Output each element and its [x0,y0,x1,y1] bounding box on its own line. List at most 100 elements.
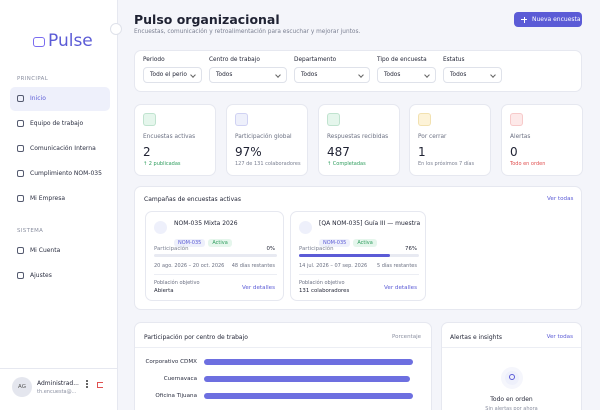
divider [154,274,277,275]
stat-card: Alertas 0 Todo en orden [501,104,583,176]
filter-label: Tipo de encuesta [377,57,427,63]
nav-icon [17,247,24,254]
nav-icon [17,170,24,177]
nav-item[interactable]: Inicio [10,87,110,111]
page-title: Pulso organizacional [134,12,280,27]
panel-link[interactable]: Ver todas [546,334,573,340]
nav-label: Equipo de trabajo [30,120,84,127]
campaign-icon [154,221,167,234]
filter-select[interactable]: Todos [294,67,370,83]
stat-label: Encuestas activas [143,134,196,140]
filter-value: Todos [301,72,318,78]
logout[interactable] [97,382,103,388]
filters-card: Periodo Todo el perio Centro de trabajo Tod… [134,50,582,92]
nav-item[interactable]: Mi Cuenta [10,239,110,263]
section-title: SISTEMA [17,228,44,234]
filter-value: Todos [450,72,467,78]
filter-label: Departamento [294,57,337,63]
user-email: th.encuesta@... [37,389,77,395]
progress-track [154,254,277,257]
divider [299,274,419,275]
nav-label: Ajustes [30,272,52,279]
menu-dots[interactable] [86,380,88,388]
nav-item[interactable]: Equipo de trabajo [10,112,110,136]
unit-label: Porcentaje [392,334,421,340]
collapse-toggle[interactable] [110,23,122,35]
nav-icon [17,272,24,279]
target-title: Población objetivo [154,280,200,286]
nav-icon [17,145,24,152]
nav-label: Mi Cuenta [30,247,61,254]
alerts-status: Todo en orden [490,396,533,403]
campaign-dates: 14 jul. 2026 – 07 sep. 2026 [299,263,368,269]
alerts-note: Sin alertas por ahora [485,406,538,410]
logo: Pulse [48,31,93,51]
stat-value: 487 [327,145,350,159]
nav-item[interactable]: Mi Empresa [10,187,110,211]
alerts-panel: Alertas e insights Ver todas Todo en orden… [441,322,582,410]
user-name: Administrad... [37,380,79,387]
filter-select[interactable]: Todo el perio [143,67,202,83]
filter-select[interactable]: Todos [209,67,287,83]
campaign-name: [QA NOM-035] Guía III — muestra ... [319,220,421,227]
stat-note: 127 de 131 colaboradores [235,161,301,167]
filter-label: Estatus [443,57,465,63]
stat-card: Encuestas activas 2 ↑ 2 publicadas [134,104,216,176]
stat-label: Alertas [510,134,531,140]
nav-label: Inicio [30,95,46,102]
stat-label: Respuestas recibidas [327,134,389,140]
panel-title: Campañas de encuestas activas [144,196,241,203]
campaign-icon [299,221,312,234]
nav-item[interactable]: Comunicación Interna [10,137,110,161]
progress-bar [299,254,391,257]
nav-item[interactable]: Ajustes [10,264,110,288]
filter-value: Todos [384,72,401,78]
panel-title: Alertas e insights [450,334,502,341]
panel-link[interactable]: Ver todas [547,196,574,202]
campaign-remaining: 48 días restantes [231,263,275,269]
nav-icon [17,95,24,102]
center-label: Corporativo CDMX [145,359,197,365]
logo-icon [33,37,45,47]
divider [442,347,581,348]
nav-item[interactable]: Cumplimiento NOM-035 [10,162,110,186]
campaign-card: NOM-035 Mixta 2026 NOM-035 Activa Participa… [145,211,284,301]
button-label: Nueva encuesta [532,16,581,23]
campaigns-panel: Campañas de encuestas activas Ver todas NO… [134,186,582,310]
nav-icon [17,120,24,127]
center-bar [204,359,413,365]
filter-select[interactable]: Todos [377,67,436,83]
stat-icon [510,113,523,126]
nav-label: Mi Empresa [30,195,66,202]
stat-note: ↑ Completadas [327,161,366,167]
stat-label: Por cerrar [418,134,447,140]
divider [135,347,431,348]
page-subtitle: Encuestas, comunicación y retroalimentac… [134,29,361,35]
stat-note: Todo en orden [510,161,546,167]
filter-label: Centro de trabajo [209,57,260,63]
stat-note: ↑ 2 publicadas [143,161,181,167]
stat-card: Respuestas recibidas 487 ↑ Completadas [318,104,400,176]
details-link[interactable]: Ver detalles [384,285,417,291]
progress-label: 0% [266,246,275,252]
tag: NOM-035 [319,239,351,247]
avatar: AG [12,377,32,397]
nav-icon [17,195,24,202]
filter-select[interactable]: Todos [443,67,502,83]
filter-value: Todos [216,72,233,78]
stat-card: Participación global 97% 127 de 131 colabo… [226,104,308,176]
plus-icon-v [523,16,525,23]
tag: NOM-035 [174,239,206,247]
stat-icon [418,113,431,126]
ok-check [509,374,515,380]
new-survey-button[interactable]: Nueva encuesta [514,12,582,27]
tag: Activa [353,239,377,247]
sidebar: Pulse PRINCIPAL Inicio Equipo de trabajo Com… [0,0,118,410]
filter-label: Periodo [143,57,165,63]
details-link[interactable]: Ver detalles [242,285,275,291]
stat-note: En los próximos 7 días [418,161,475,167]
section-title: PRINCIPAL [17,76,49,82]
campaign-dates: 20 ago. 2026 – 20 oct. 2026 [154,263,225,269]
tag: Activa [208,239,232,247]
